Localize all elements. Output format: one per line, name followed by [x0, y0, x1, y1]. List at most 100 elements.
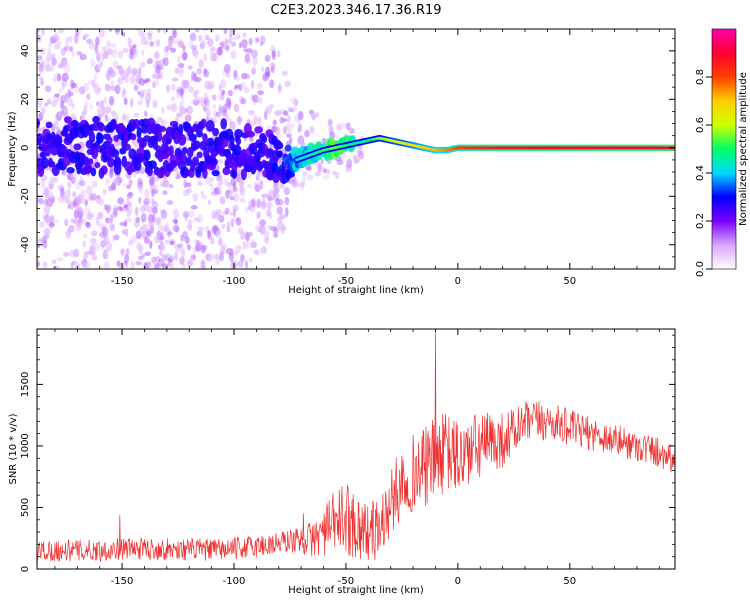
- spectrum-noise-blob: [238, 42, 243, 49]
- spectrum-noise-blob: [40, 29, 46, 36]
- spectrum-band-blob: [200, 118, 207, 129]
- spectrum-noise-blob: [48, 180, 55, 190]
- spectrum-noise-blob: [100, 56, 105, 63]
- snr-x-ticks: -150 -100 -50 0 50: [54, 329, 660, 587]
- spectrum-noise-blob: [180, 88, 184, 98]
- spectrum-noise-blob: [57, 73, 62, 82]
- spectrum-noise-blob: [269, 62, 276, 69]
- spectrum-noise-blob: [146, 261, 152, 269]
- spectrum-noise-blob: [84, 199, 89, 207]
- spectrum-noise-blob: [273, 226, 279, 235]
- spectrum-noise-blob: [169, 254, 175, 260]
- spectrum-noise-blob: [40, 47, 46, 55]
- spectrum-noise-blob: [284, 196, 290, 206]
- spectrum-noise-blob: [201, 244, 208, 251]
- spectrum-band-blob: [143, 149, 151, 161]
- spectrum-noise-blob: [151, 188, 159, 195]
- spectrum-band-blob: [246, 130, 256, 138]
- spectrum-noise-blob: [266, 201, 273, 210]
- spectrum-band-blob: [66, 167, 75, 174]
- spectrum-band-blob: [196, 151, 203, 159]
- spectrum-noise-blob: [65, 36, 69, 46]
- spectrum-noise-blob: [336, 123, 343, 132]
- spectrum-noise-blob: [144, 40, 150, 46]
- spectrum-noise-blob: [221, 89, 226, 96]
- spectrum-noise-blob: [121, 32, 126, 37]
- spectrum-noise-blob: [200, 38, 207, 48]
- spectrum-noise-blob: [143, 236, 150, 245]
- spectrum-noise-blob: [127, 191, 134, 197]
- spectrum-noise-blob: [187, 259, 194, 267]
- spectrum-band-blob: [113, 134, 120, 142]
- spectrum-band-blob: [211, 169, 220, 177]
- spectrum-noise-blob: [153, 184, 159, 191]
- spectrum-noise-blob: [236, 33, 241, 40]
- spectrum-band-blob: [97, 122, 105, 132]
- spectrum-noise-blob: [140, 88, 147, 96]
- spectrum-noise-blob: [281, 70, 289, 77]
- spectrum-noise-blob: [257, 116, 262, 125]
- spectrum-band-blob: [254, 126, 264, 134]
- y-tick-label: 20: [20, 93, 31, 106]
- spectrum-noise-blob: [119, 69, 126, 78]
- spectrum-noise-blob: [56, 256, 64, 262]
- spectrum-noise-blob: [298, 110, 304, 121]
- spectrum-noise-blob: [137, 67, 142, 76]
- spectrum-noise-blob: [327, 118, 333, 127]
- colorbar-label: Normalized spectral amplitude: [738, 72, 749, 226]
- spectrum-noise-blob: [134, 206, 139, 216]
- spectrum-band-blob: [165, 137, 172, 145]
- spectrum-noise-blob: [302, 171, 308, 177]
- spectrum-noise-blob: [281, 225, 287, 232]
- spectrum-noise-blob: [219, 179, 224, 186]
- spectrum-noise-blob: [213, 110, 218, 119]
- spectrum-noise-blob: [69, 46, 74, 52]
- spectrum-noise-blob: [332, 170, 336, 175]
- spectrum-noise-blob: [315, 112, 320, 118]
- spectrum-noise-blob: [187, 219, 193, 225]
- spectrum-noise-blob: [180, 68, 184, 74]
- spectrum-noise-blob: [161, 225, 165, 234]
- x-tick-label: -100: [223, 576, 246, 587]
- spectrum-band-blob: [134, 160, 142, 171]
- spectrum-noise-blob: [89, 58, 95, 69]
- spectrum-noise-blob: [206, 98, 211, 107]
- spectrum-noise-blob: [188, 86, 194, 93]
- spectrum-noise-blob: [277, 50, 281, 58]
- spectrum-noise-blob: [124, 253, 130, 263]
- spectrum-noise-blob: [255, 37, 260, 43]
- spectrum-noise-blob: [245, 241, 250, 249]
- spectrum-noise-blob: [94, 158, 99, 163]
- spectrum-noise-blob: [225, 45, 230, 52]
- spectrum-noise-blob: [108, 95, 115, 106]
- spectrum-noise-blob: [162, 190, 168, 196]
- spectrum-noise-blob: [57, 41, 62, 46]
- spectrum-y-axis-label: Frequency (Hz): [7, 111, 18, 187]
- spectrum-noise-blob: [248, 109, 255, 116]
- spectrum-noise-blob: [91, 254, 98, 261]
- spectrum-noise-blob: [235, 244, 242, 253]
- spectrum-noise-blob: [87, 212, 95, 217]
- spectrum-noise-blob: [326, 168, 331, 175]
- spectrum-noise-blob: [72, 191, 77, 198]
- spectrum-noise-blob: [54, 93, 60, 98]
- spectrum-noise-blob: [79, 180, 86, 187]
- spectrum-band-blob: [136, 126, 142, 139]
- spectrum-band-blob: [220, 118, 228, 130]
- spectrum-noise-blob: [226, 221, 231, 228]
- spectrum-noise-blob: [119, 206, 124, 212]
- spectrum-noise-blob: [192, 192, 199, 202]
- spectrum-noise-blob: [187, 105, 194, 115]
- spectrum-noise-blob: [46, 52, 52, 62]
- spectrum-noise-blob: [114, 112, 119, 122]
- spectrum-noise-blob: [198, 228, 204, 238]
- spectrum-noise-blob: [114, 84, 121, 95]
- spectrum-noise-blob: [127, 201, 133, 207]
- spectrum-noise-blob: [59, 190, 67, 200]
- spectrum-noise-blob: [91, 230, 98, 237]
- spectrum-noise-blob: [147, 205, 153, 214]
- spectrum-noise-blob: [230, 41, 237, 47]
- spectrum-noise-blob: [61, 112, 69, 118]
- spectrum-band-blob: [232, 144, 242, 156]
- spectrum-noise-blob: [40, 174, 48, 182]
